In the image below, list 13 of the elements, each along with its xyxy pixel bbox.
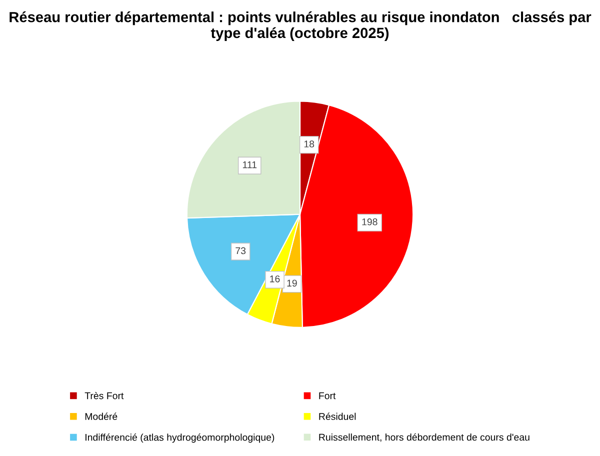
legend-label: Fort <box>319 392 336 400</box>
legend-label: Très Fort <box>84 392 124 400</box>
data-label: 18 <box>304 140 314 148</box>
data-label: 19 <box>287 280 297 287</box>
data-label: 16 <box>270 275 280 282</box>
chart-title: Réseau routier départemental : points vulnérables au risque inondaton classés par type d'aléa (octobre 2025) <box>10 11 592 41</box>
data-label: 111 <box>242 161 257 168</box>
data-label: 198 <box>362 218 378 226</box>
legend-label: Indifférencié (atlas hydrogéomorphologique) <box>86 434 274 443</box>
legend-label: Modéré <box>85 412 118 420</box>
data-label: 73 <box>236 247 246 254</box>
legend-label: Résiduel <box>319 412 356 420</box>
legend-label: Ruissellement, hors débordement de cours d'eau <box>319 433 530 442</box>
